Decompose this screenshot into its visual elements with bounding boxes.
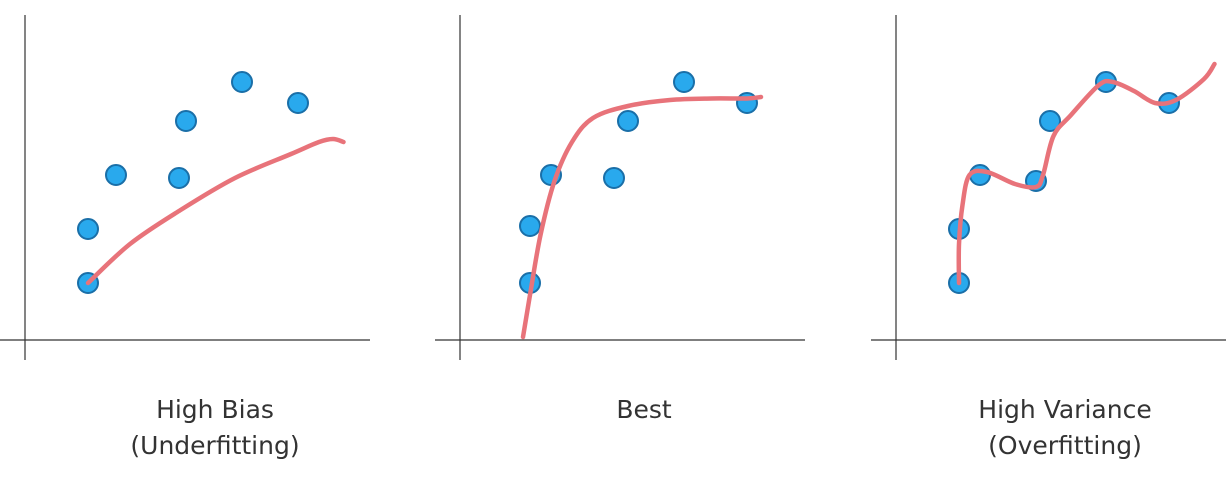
high-bias-data-point-6 bbox=[231, 71, 253, 93]
best-data-point-4 bbox=[603, 167, 625, 189]
best-data-point-5 bbox=[617, 110, 639, 132]
high-variance-fit-curve bbox=[956, 61, 1217, 286]
caption-high-bias: High Bias (Underfitting) bbox=[35, 392, 395, 464]
high-bias-data-point-4 bbox=[168, 167, 190, 189]
high-bias-fit-curve bbox=[85, 136, 346, 286]
panel-high-variance bbox=[871, 15, 1226, 360]
caption-high-variance-line-1: High Variance bbox=[978, 395, 1152, 424]
panel-best bbox=[435, 15, 805, 360]
high-variance-data-point-5 bbox=[1039, 110, 1061, 132]
best-fit-curve bbox=[520, 94, 764, 340]
high-bias-data-point-2 bbox=[77, 218, 99, 240]
caption-high-variance-line-2: (Overfitting) bbox=[988, 431, 1142, 460]
best-data-point-2 bbox=[519, 215, 541, 237]
high-variance-data-point-3 bbox=[969, 164, 991, 186]
high-bias-data-point-7 bbox=[287, 92, 309, 114]
best-data-point-6 bbox=[673, 71, 695, 93]
caption-best: Best bbox=[464, 392, 824, 428]
high-bias-data-point-5 bbox=[175, 110, 197, 132]
panel-high-bias bbox=[0, 15, 370, 360]
high-bias-data-point-3 bbox=[105, 164, 127, 186]
caption-high-bias-line-1: High Bias bbox=[156, 395, 274, 424]
caption-high-variance: High Variance (Overfitting) bbox=[885, 392, 1226, 464]
caption-best-line-1: Best bbox=[616, 395, 672, 424]
caption-high-bias-line-2: (Underfitting) bbox=[130, 431, 300, 460]
